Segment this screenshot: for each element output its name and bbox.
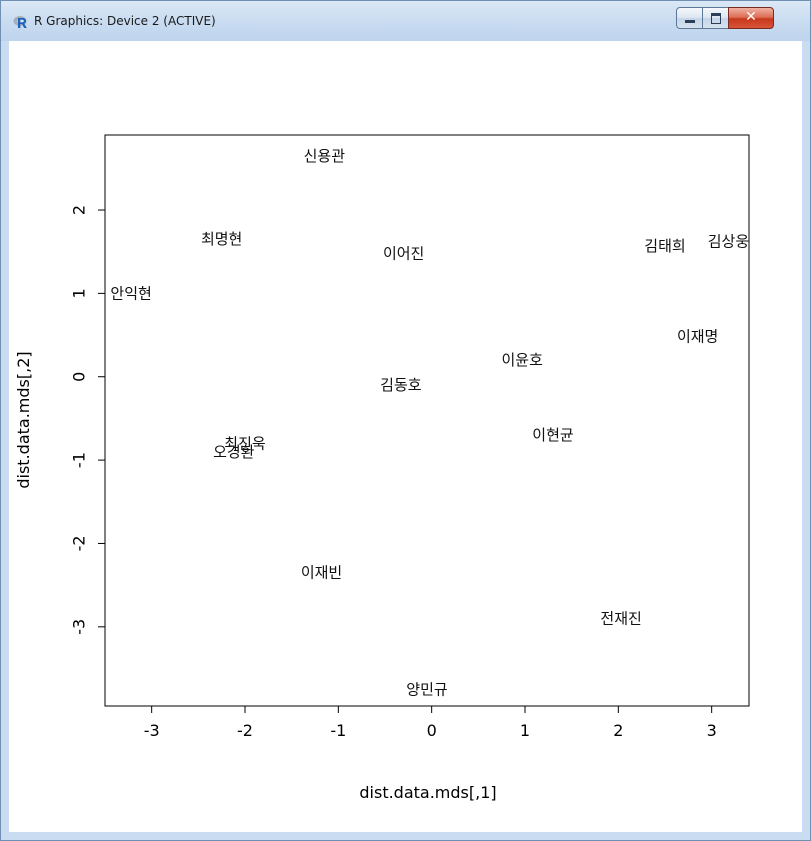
y-tick-label: 1: [70, 288, 89, 298]
point-label: 최진욱: [224, 434, 265, 452]
x-tick-label: 0: [427, 721, 437, 740]
point-label: 이윤호: [501, 351, 543, 369]
title-bar[interactable]: R Graphics: Device 2 (ACTIVE) ✕: [1, 1, 810, 41]
point-label: 김상웅: [708, 233, 749, 251]
plot-frame: [104, 134, 750, 707]
point-label: 신용관: [304, 147, 346, 165]
x-axis: -3 -2 -1 0 1 2 3: [144, 705, 717, 740]
point-label: 이재명: [677, 328, 718, 346]
r-logo-icon: [13, 16, 27, 28]
minimize-button[interactable]: [676, 7, 703, 29]
x-axis-label: dist.data.mds[,1]: [359, 783, 496, 802]
point-label: 안익현: [110, 284, 151, 302]
maximize-button[interactable]: [702, 7, 729, 29]
y-tick-label: -1: [70, 452, 89, 468]
point-label: 오경환: [213, 443, 255, 461]
close-button[interactable]: ✕: [728, 7, 774, 29]
point-label: 전재진: [600, 609, 641, 627]
y-tick-label: -2: [70, 535, 89, 551]
point-label: 김동호: [380, 376, 422, 394]
y-axis: -3 -2 -1 0 1 2: [70, 205, 106, 635]
y-tick-label: 0: [70, 372, 89, 382]
y-tick-label: -3: [70, 619, 89, 635]
window-title: R Graphics: Device 2 (ACTIVE): [34, 14, 216, 28]
point-label: 양민규: [406, 680, 447, 698]
x-tick-label: -1: [330, 721, 346, 740]
point-label: 이현균: [532, 426, 574, 444]
x-tick-label: 3: [707, 721, 717, 740]
x-tick-label: 2: [613, 721, 623, 740]
point-label: 이재빈: [301, 564, 342, 582]
point-label: 김태희: [644, 237, 685, 255]
point-label: 최명현: [201, 230, 242, 248]
point-label: 이어진: [383, 244, 424, 262]
y-tick-label: 2: [70, 205, 89, 215]
y-axis-label: dist.data.mds[,2]: [14, 351, 33, 488]
x-tick-label: -2: [237, 721, 253, 740]
close-icon: ✕: [745, 9, 757, 25]
x-tick-label: -3: [144, 721, 160, 740]
x-tick-label: 1: [520, 721, 530, 740]
